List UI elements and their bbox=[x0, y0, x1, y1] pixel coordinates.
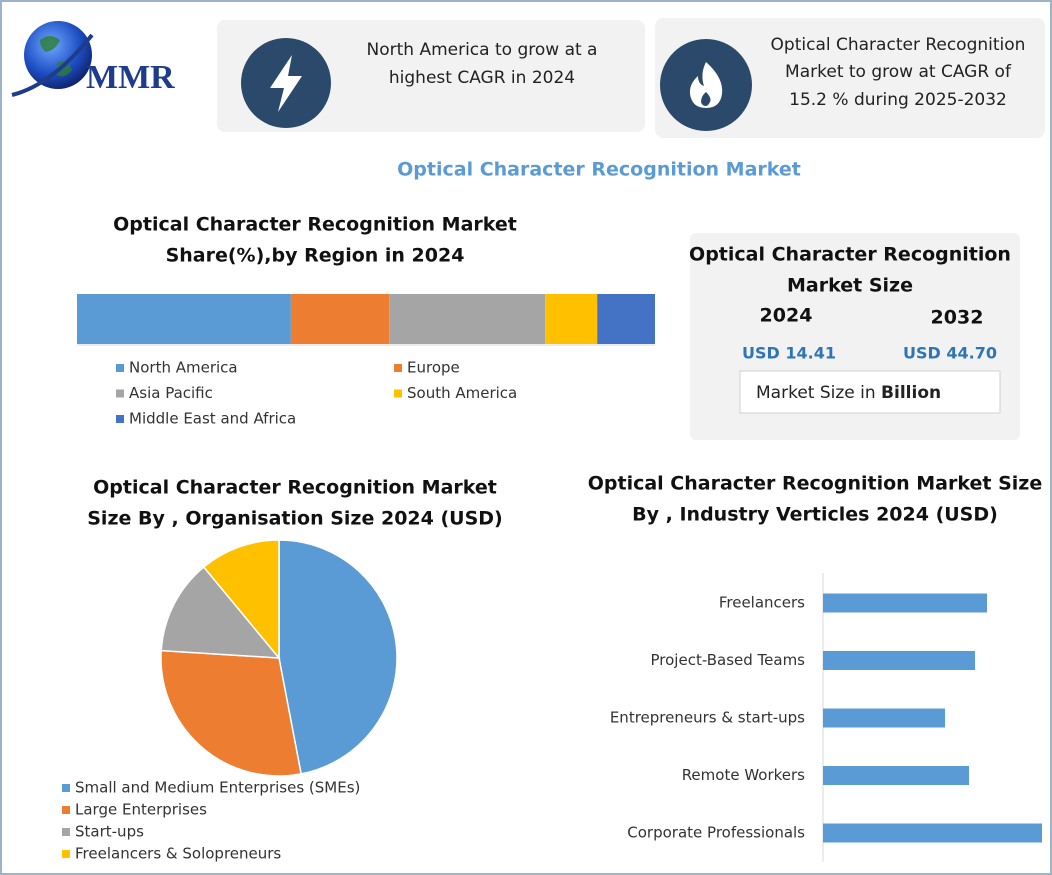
legend-label: Asia Pacific bbox=[129, 384, 213, 402]
y-tick-label: Freelancers bbox=[719, 594, 805, 612]
market-size-title: Optical Character Recognition bbox=[689, 244, 1011, 266]
legend-swatch bbox=[62, 850, 70, 858]
lightning-icon bbox=[270, 55, 302, 112]
chart-title: Size By , Organisation Size 2024 (USD) bbox=[87, 508, 502, 530]
bar bbox=[823, 708, 945, 728]
bar bbox=[823, 651, 975, 670]
legend-swatch bbox=[62, 828, 70, 836]
legend-label: Large Enterprises bbox=[75, 801, 207, 819]
logo-text: MMR bbox=[86, 59, 175, 96]
pie-slice bbox=[278, 539, 398, 775]
bar bbox=[823, 823, 1042, 843]
pie-slice bbox=[202, 539, 280, 661]
header-text: North America to grow at a bbox=[367, 40, 598, 60]
market-value: USD 14.41 bbox=[742, 344, 836, 363]
bar-segment bbox=[545, 294, 598, 344]
legend-label: Middle East and Africa bbox=[129, 410, 296, 428]
chart-title: Optical Character Recognition Market bbox=[113, 214, 517, 236]
y-tick-label: Project-Based Teams bbox=[651, 651, 806, 669]
y-tick-label: Corporate Professionals bbox=[627, 824, 805, 842]
bar-segment bbox=[290, 294, 390, 344]
market-value: USD 44.70 bbox=[903, 344, 997, 363]
bar bbox=[823, 593, 987, 613]
legend-label: North America bbox=[129, 359, 238, 377]
legend-swatch bbox=[394, 389, 402, 398]
header-text: 15.2 % during 2025-2032 bbox=[789, 90, 1007, 110]
legend-swatch bbox=[116, 415, 124, 423]
legend-swatch bbox=[62, 784, 70, 792]
legend-label: Freelancers & Solopreneurs bbox=[75, 845, 281, 863]
logo-globe bbox=[24, 21, 92, 89]
header-box bbox=[655, 18, 1045, 138]
header-text: highest CAGR in 2024 bbox=[389, 68, 575, 88]
note-box bbox=[739, 370, 1001, 414]
legend-swatch bbox=[62, 806, 70, 814]
logo-swoosh bbox=[11, 33, 94, 97]
bar bbox=[823, 766, 969, 785]
bar-segment bbox=[389, 294, 546, 344]
bar-segment bbox=[597, 294, 655, 344]
note-bold: Billion bbox=[881, 383, 941, 403]
y-tick-label: Entrepreneurs & start-ups bbox=[610, 709, 805, 727]
year-label: 2032 bbox=[931, 307, 984, 329]
header-text: Market to grow at CAGR of bbox=[785, 62, 1012, 82]
chart-title: By , Industry Verticles 2024 (USD) bbox=[632, 504, 998, 526]
header-text: Optical Character Recognition bbox=[771, 35, 1026, 55]
bar-segment bbox=[77, 294, 291, 344]
legend-label: South America bbox=[407, 384, 517, 402]
note-text: Market Size in bbox=[756, 383, 881, 403]
legend-swatch bbox=[116, 364, 124, 372]
y-tick-label: Remote Workers bbox=[682, 766, 805, 784]
chart-title: Optical Character Recognition Market Siz… bbox=[588, 473, 1042, 495]
legend-label: Small and Medium Enterprises (SMEs) bbox=[75, 779, 360, 797]
pie-slice bbox=[160, 566, 281, 659]
pie-slice bbox=[160, 649, 302, 777]
note-text: Market Size in Billion bbox=[756, 383, 941, 403]
chart-title: Optical Character Recognition Market bbox=[93, 477, 497, 499]
chart-title: Share(%),by Region in 2024 bbox=[166, 245, 465, 267]
logo: MMR bbox=[11, 21, 175, 97]
year-label: 2024 bbox=[760, 305, 813, 327]
flame-icon bbox=[689, 62, 723, 108]
legend-swatch bbox=[394, 364, 402, 372]
main-title: Optical Character Recognition Market bbox=[397, 159, 801, 181]
legend-label: Start-ups bbox=[75, 823, 144, 841]
legend-swatch bbox=[116, 389, 124, 398]
market-size-title: Market Size bbox=[787, 275, 913, 297]
legend-label: Europe bbox=[407, 359, 460, 377]
